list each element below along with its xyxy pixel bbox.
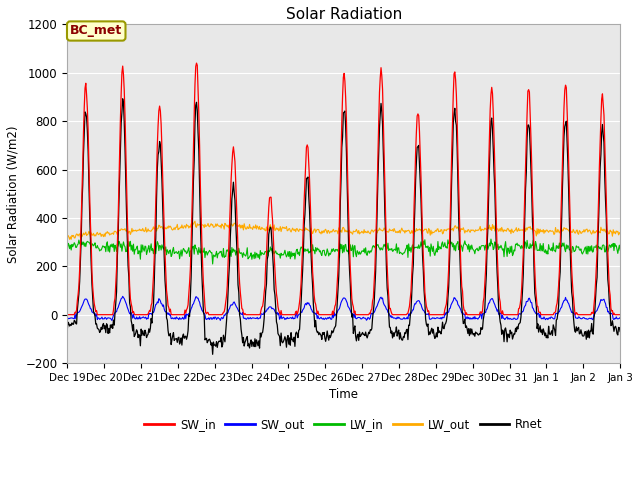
SW_out	[119, 293, 127, 299]
SW_out	[63, 315, 71, 321]
Line: Rnet: Rnet	[67, 99, 620, 354]
SW_in	[616, 312, 624, 318]
Rnet	[413, 159, 420, 165]
LW_in	[412, 244, 419, 250]
Line: LW_in: LW_in	[67, 239, 620, 264]
LW_out	[217, 225, 225, 231]
Rnet	[616, 329, 624, 335]
LW_in	[428, 245, 436, 251]
LW_in	[74, 242, 81, 248]
SW_in	[63, 312, 71, 318]
LW_in	[131, 252, 138, 257]
Line: LW_out: LW_out	[67, 221, 620, 240]
Rnet	[119, 96, 127, 102]
Rnet	[131, 332, 139, 338]
Rnet	[188, 274, 195, 280]
LW_out	[616, 231, 624, 237]
Line: SW_in: SW_in	[67, 63, 620, 315]
SW_out	[217, 315, 225, 321]
Title: Solar Radiation: Solar Radiation	[285, 7, 402, 22]
Rnet	[63, 326, 71, 332]
SW_in	[193, 60, 200, 66]
Rnet	[74, 307, 81, 313]
SW_in	[186, 266, 194, 272]
SW_out	[413, 299, 420, 305]
Y-axis label: Solar Radiation (W/m2): Solar Radiation (W/m2)	[7, 125, 20, 263]
Legend: SW_in, SW_out, LW_in, LW_out, Rnet: SW_in, SW_out, LW_in, LW_out, Rnet	[140, 413, 548, 435]
LW_out	[67, 237, 75, 242]
LW_in	[63, 247, 71, 253]
LW_in	[186, 248, 194, 254]
LW_in	[216, 249, 224, 255]
LW_out	[131, 228, 139, 234]
X-axis label: Time: Time	[329, 388, 358, 401]
LW_out	[63, 234, 71, 240]
LW_out	[413, 226, 420, 231]
SW_out	[74, 310, 81, 315]
SW_out	[132, 316, 140, 322]
Rnet	[217, 335, 225, 340]
Rnet	[209, 351, 216, 357]
SW_in	[74, 298, 81, 303]
LW_out	[74, 233, 82, 239]
LW_in	[209, 261, 216, 267]
LW_out	[429, 229, 436, 235]
SW_in	[216, 312, 224, 318]
Rnet	[429, 330, 436, 336]
Text: BC_met: BC_met	[70, 24, 122, 37]
LW_in	[487, 236, 495, 242]
LW_out	[191, 218, 199, 224]
SW_in	[412, 150, 419, 156]
LW_in	[616, 247, 624, 253]
SW_out	[429, 315, 436, 321]
Line: SW_out: SW_out	[67, 296, 620, 321]
SW_in	[131, 311, 138, 317]
SW_out	[188, 304, 196, 310]
SW_out	[108, 318, 116, 324]
SW_in	[428, 312, 436, 318]
LW_out	[188, 221, 195, 227]
SW_out	[616, 314, 624, 320]
